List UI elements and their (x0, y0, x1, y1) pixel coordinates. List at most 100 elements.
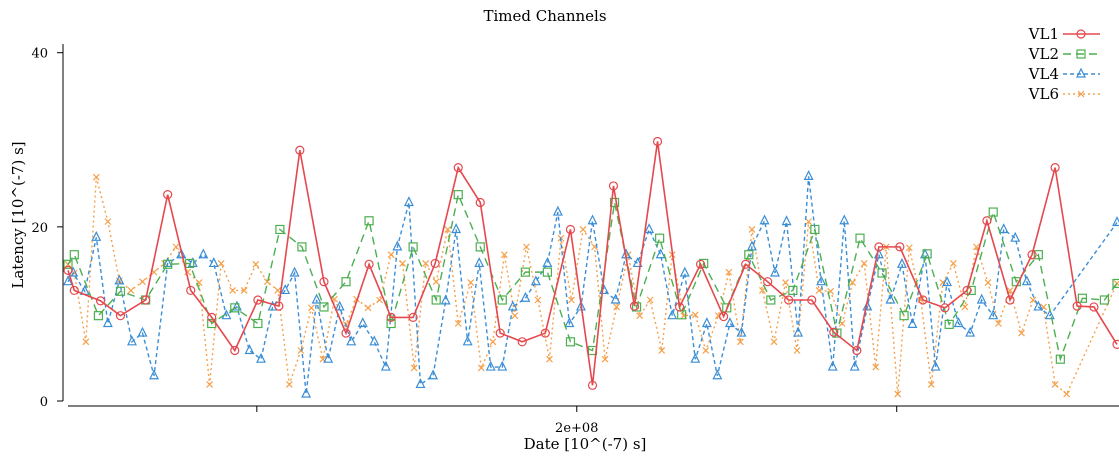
data-point-vl6 (500, 251, 508, 259)
data-point-vl6 (636, 312, 644, 320)
data-point-vl4 (862, 300, 873, 311)
data-point-vl6 (297, 347, 305, 354)
data-point-vl6 (376, 296, 383, 304)
data-point-vl6 (579, 226, 587, 233)
data-point-vl1 (163, 190, 173, 200)
legend-label-vl4: VL4 (1028, 65, 1059, 83)
data-point-vl4 (542, 257, 553, 268)
data-point-vl4 (428, 369, 439, 380)
legend-marker-vl6 (1077, 90, 1085, 98)
data-point-vl1 (982, 216, 992, 226)
data-point-vl2 (609, 197, 620, 208)
data-point-vl2 (810, 224, 820, 235)
y-axis-label: Latency [10^(-7) s] (9, 141, 27, 288)
data-point-vl6 (127, 286, 135, 294)
data-point-vl1 (652, 136, 663, 147)
data-point-vl2 (475, 242, 485, 252)
data-point-vl2 (319, 302, 329, 312)
data-point-vl6 (702, 347, 710, 354)
data-point-vl2 (1077, 293, 1087, 303)
data-point-vl6 (252, 260, 260, 268)
data-point-vl4 (690, 352, 701, 363)
data-point-vl4 (187, 257, 198, 268)
data-point-vl4 (736, 326, 747, 337)
data-point-vl2 (185, 258, 195, 269)
data-point-vl2 (1099, 295, 1110, 305)
data-point-vl1 (829, 327, 839, 337)
data-point-vl6 (658, 347, 666, 354)
data-point-vl6 (961, 303, 969, 311)
data-point-vl6 (546, 355, 553, 363)
data-point-vl2 (163, 259, 173, 269)
data-point-vl1 (141, 295, 151, 305)
data-point-vl2 (408, 242, 418, 252)
data-point-vl6 (995, 320, 1002, 327)
data-point-vl6 (206, 381, 214, 388)
data-point-vl1 (95, 296, 106, 306)
data-point-vl6 (927, 381, 935, 388)
data-point-vl1 (629, 301, 640, 311)
data-point-vl1 (1112, 339, 1119, 350)
data-point-vl1 (763, 277, 773, 287)
data-point-vl4 (1044, 309, 1055, 320)
data-point-vl4 (520, 291, 531, 302)
data-point-vl4 (816, 275, 827, 286)
data-point-vl1 (608, 181, 619, 191)
data-point-vl4 (803, 170, 814, 180)
data-point-vl2 (877, 268, 887, 278)
data-point-vl6 (601, 355, 609, 363)
y-tick-label: 40 (31, 47, 48, 62)
data-point-vl1 (719, 311, 729, 322)
data-point-vl6 (307, 304, 315, 312)
chart-title: Timed Channels (483, 7, 606, 25)
data-point-vl4 (176, 248, 187, 259)
data-point-vl6 (240, 286, 248, 294)
data-point-vl6 (793, 347, 801, 354)
data-point-vl1 (430, 258, 440, 269)
data-point-vl4 (770, 266, 780, 277)
data-point-vl1 (341, 328, 351, 338)
data-point-vl6 (646, 296, 654, 304)
legend-label-vl6: VL6 (1028, 85, 1059, 103)
data-point-vl4 (474, 257, 485, 268)
data-point-vl4 (953, 317, 964, 328)
data-point-vl6 (770, 338, 778, 346)
data-point-vl1 (852, 345, 862, 356)
data-point-vl4 (530, 275, 541, 286)
data-point-vl4 (965, 326, 976, 337)
data-point-vl6 (949, 259, 957, 267)
data-point-vl6 (263, 278, 271, 286)
legend-marker-vl1 (1076, 29, 1086, 39)
legend-marker-vl2 (1076, 49, 1086, 59)
data-point-vl6 (939, 279, 947, 287)
data-point-vl2 (497, 295, 507, 305)
data-point-vl4 (485, 360, 496, 371)
data-point-vl2 (899, 311, 909, 321)
data-point-vl4 (907, 318, 918, 328)
data-point-vl1 (319, 277, 329, 287)
data-point-vl2 (542, 267, 552, 277)
data-point-vl4 (564, 317, 575, 328)
data-point-vl4 (746, 240, 757, 251)
data-point-vl4 (1033, 300, 1044, 311)
data-point-vl2 (341, 277, 351, 287)
data-point-vl4 (644, 223, 655, 234)
data-point-vl4 (839, 214, 850, 225)
data-point-vl4 (655, 248, 666, 259)
data-point-vl4 (679, 266, 690, 277)
data-point-vl4 (575, 300, 586, 311)
data-point-vl2 (386, 318, 396, 329)
data-point-vl4 (976, 293, 987, 304)
data-point-vl1 (1050, 163, 1060, 173)
data-point-vl4 (289, 266, 300, 277)
data-point-vl2 (453, 190, 463, 200)
data-point-vl4 (587, 214, 598, 225)
data-point-vl6 (274, 286, 282, 294)
data-point-vl1 (69, 285, 79, 296)
data-point-vl1 (674, 302, 685, 312)
data-point-vl6 (984, 279, 992, 287)
data-point-vl4 (1112, 216, 1119, 227)
data-point-vl4 (380, 360, 391, 371)
data-point-vl6 (736, 338, 744, 346)
data-point-vl4 (149, 369, 159, 380)
